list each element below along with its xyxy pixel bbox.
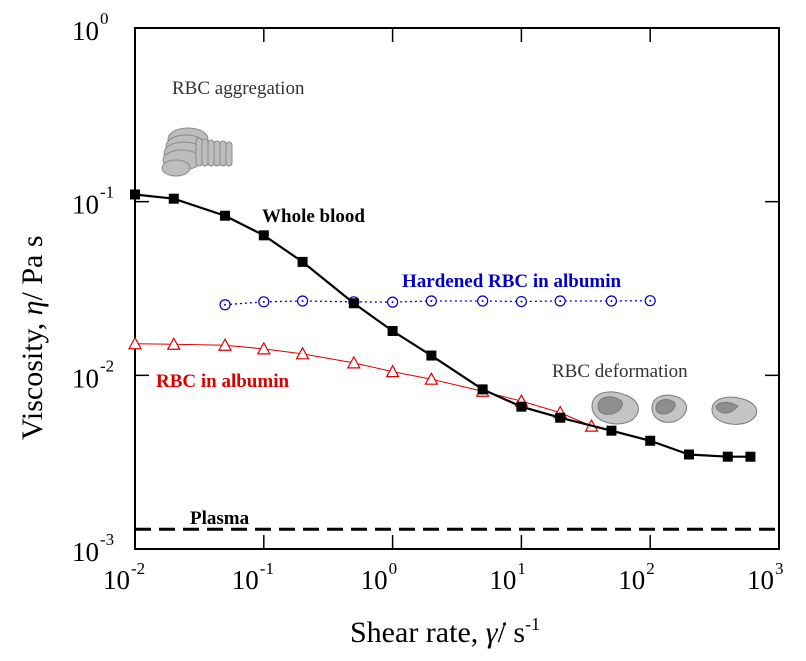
x-tick-label-exponent: -2 [131,559,145,578]
x-tick-label: 10 [232,565,259,595]
data-point-hardened-rbc-center [391,301,394,304]
data-point-rbc-in-albumin [295,346,310,360]
data-point-whole-blood [683,449,694,460]
data-point-hardened-rbc-center [262,300,265,303]
annotation-rbc-deformation: RBC deformation [552,361,688,382]
data-point-whole-blood [387,326,398,337]
data-point-whole-blood [258,230,269,241]
series-line-2 [134,343,592,427]
rbc-deformation-icon [591,391,758,425]
data-point-whole-blood [722,451,733,462]
y-tick-label: 10 [72,537,99,567]
data-point-rbc-in-albumin [256,341,271,355]
series-label-rbc-in-albumin: RBC in albumin [156,371,289,392]
y-tick-label: 10 [72,363,99,393]
plot-area: 10 -2 10 -1 10 0 10 1 10 2 10 310 -310 -210 -110 0Shear… [16,9,784,649]
plot-frame [134,27,780,550]
data-point-whole-blood [477,384,488,395]
reference-label-plasma: Plasma [190,508,250,529]
data-point-whole-blood [645,435,656,446]
x-tick-label-exponent: 2 [646,559,655,578]
x-tick-label: 10 [489,565,516,595]
series-line-0 [134,193,751,458]
series-label-hardened-rbc: Hardened RBC in albumin [402,271,622,292]
data-point-rbc-in-albumin [346,355,361,369]
annotation-rbc-aggregation: RBC aggregation [172,78,305,99]
y-tick-label-exponent: 0 [100,9,109,28]
data-point-whole-blood [348,298,359,309]
data-point-hardened-rbc-center [520,300,523,303]
chart-labels: RBC aggregation RBC deformation Whole bl… [156,78,688,529]
data-point-hardened-rbc-center [610,299,613,302]
data-point-hardened-rbc-center [481,299,484,302]
x-tick-label: 10 [361,565,388,595]
data-point-whole-blood [745,451,756,462]
data-point-hardened-rbc-center [301,299,304,302]
data-point-whole-blood [220,210,231,221]
y-tick-label: 10 [72,16,99,46]
data-point-rbc-in-albumin [218,338,233,351]
data-point-hardened-rbc-center [559,299,562,302]
data-point-whole-blood [426,350,437,361]
x-tick-label: 10 [103,565,130,595]
x-tick-label-exponent: -1 [260,559,274,578]
x-tick-label: 10 [618,565,645,595]
y-tick-label: 10 [72,190,99,220]
data-point-hardened-rbc-center [430,299,433,302]
y-axis-label: Viscosity, η/ Pa s [16,236,49,441]
y-tick-label-exponent: -3 [100,530,114,549]
x-tick-label-exponent: 1 [517,559,526,578]
x-tick-label-exponent: 0 [389,559,398,578]
series-line-1 [224,300,651,306]
y-tick-label-exponent: -2 [100,356,114,375]
y-tick-label-exponent: -1 [100,183,114,202]
data-point-rbc-in-albumin [385,364,400,378]
data-point-whole-blood [168,193,179,204]
data-point-whole-blood [606,425,617,436]
data-point-whole-blood [297,256,308,267]
data-point-rbc-in-albumin [127,336,143,350]
data-point-rbc-in-albumin [424,371,439,385]
data-point-hardened-rbc-center [649,299,652,302]
data-point-whole-blood [130,189,140,200]
data-point-whole-blood [555,412,566,423]
x-tick-label-exponent: 3 [775,559,784,578]
data-point-whole-blood [516,401,527,412]
data-point-rbc-in-albumin [166,336,181,350]
series-label-whole-blood: Whole blood [262,206,365,227]
rbc-illustrations [161,127,758,425]
x-tick-label: 10 [747,565,774,595]
rbc-aggregation-icon [161,127,233,177]
x-axis-label: Shear rate, γ̇/ s-1 [350,614,540,649]
data-point-hardened-rbc-center [224,303,227,306]
